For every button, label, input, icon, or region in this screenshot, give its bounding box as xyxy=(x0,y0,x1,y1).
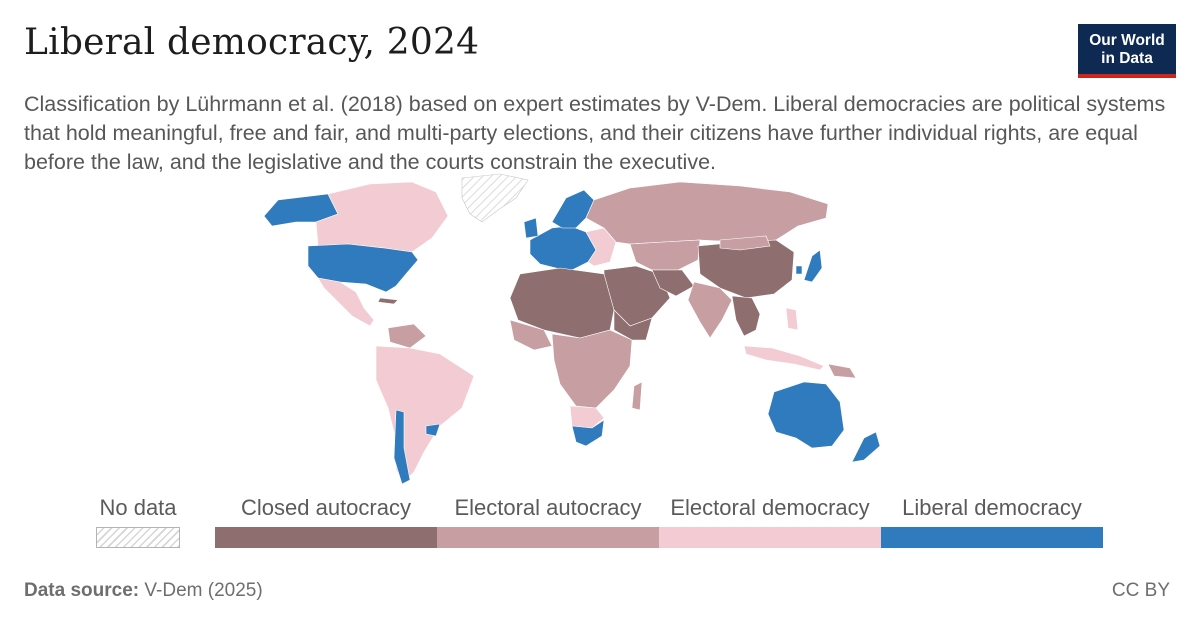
data-source: Data source: V-Dem (2025) xyxy=(24,580,263,602)
data-source-label: Data source: xyxy=(24,580,140,601)
logo-line-1: Our World xyxy=(1089,32,1165,49)
region-southeast-asia[interactable] xyxy=(731,295,761,337)
region-chile[interactable] xyxy=(393,409,411,485)
region-india[interactable] xyxy=(687,281,733,339)
license-link[interactable]: CC BY xyxy=(1111,580,1170,601)
region-central-africa[interactable] xyxy=(551,329,633,409)
legend-swatch-liberal-democracy[interactable] xyxy=(881,527,1103,548)
region-south-korea[interactable] xyxy=(795,265,803,275)
legend-label-no-data: No data xyxy=(99,495,177,520)
region-australia[interactable] xyxy=(767,381,845,449)
legend-swatch-no-data[interactable] xyxy=(96,527,180,548)
region-central-asia[interactable] xyxy=(629,239,701,271)
region-cuba[interactable] xyxy=(377,297,399,305)
legend-label-closed-autocracy: Closed autocracy xyxy=(241,495,411,520)
legend-label-electoral-autocracy: Electoral autocracy xyxy=(454,495,642,520)
legend-swatch-electoral-democracy[interactable] xyxy=(659,527,881,548)
region-papua-new-guinea[interactable] xyxy=(827,363,857,379)
region-uk[interactable] xyxy=(523,217,539,239)
region-uruguay[interactable] xyxy=(425,423,441,437)
chart-title: Liberal democracy, 2024 xyxy=(24,22,480,63)
legend-label-liberal-democracy: Liberal democracy xyxy=(902,495,1082,520)
legend-label-electoral-democracy: Electoral democracy xyxy=(670,495,870,520)
legend-swatch-electoral-autocracy[interactable] xyxy=(437,527,659,548)
region-greenland[interactable] xyxy=(461,173,529,223)
region-indonesia[interactable] xyxy=(743,345,825,371)
owid-logo[interactable]: Our World in Data xyxy=(1078,24,1176,78)
region-japan[interactable] xyxy=(803,249,823,283)
region-scandinavia[interactable] xyxy=(551,189,595,229)
chart-subtitle: Classification by Lührmann et al. (2018)… xyxy=(24,92,1166,174)
region-russia[interactable] xyxy=(585,181,829,245)
region-southern-africa[interactable] xyxy=(569,405,605,429)
data-source-link[interactable]: V-Dem (2025) xyxy=(144,580,263,601)
region-horn-of-africa[interactable] xyxy=(613,309,653,341)
region-south-africa[interactable] xyxy=(571,419,605,447)
logo-accent-bar xyxy=(1078,74,1176,78)
region-philippines[interactable] xyxy=(785,307,799,331)
logo-line-2: in Data xyxy=(1101,50,1153,67)
region-iran[interactable] xyxy=(651,269,695,297)
region-madagascar[interactable] xyxy=(631,381,643,411)
legend-swatch-closed-autocracy[interactable] xyxy=(215,527,437,548)
region-mongolia[interactable] xyxy=(719,235,771,251)
region-south-america[interactable] xyxy=(375,345,475,483)
region-venezuela[interactable] xyxy=(387,323,427,349)
world-map[interactable] xyxy=(200,170,1000,490)
region-canada[interactable] xyxy=(315,181,449,253)
region-mexico[interactable] xyxy=(317,277,375,327)
region-new-zealand[interactable] xyxy=(851,431,881,463)
region-west-africa[interactable] xyxy=(509,319,553,351)
